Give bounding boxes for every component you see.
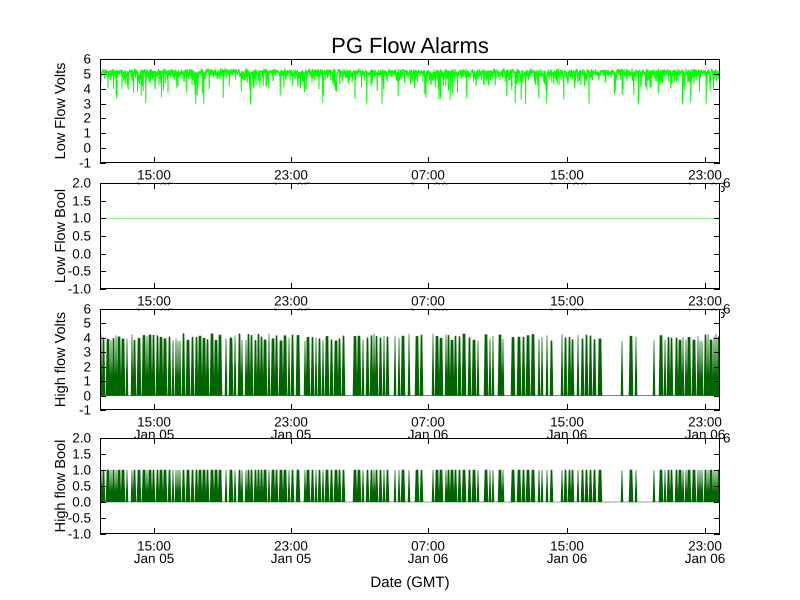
svg-text:3: 3 bbox=[83, 97, 91, 112]
svg-text:1.0: 1.0 bbox=[72, 463, 91, 478]
svg-text:6: 6 bbox=[83, 52, 91, 67]
svg-text:2.0: 2.0 bbox=[72, 176, 91, 191]
svg-text:Jan 06: Jan 06 bbox=[547, 551, 588, 566]
svg-text:Low Flow Volts: Low Flow Volts bbox=[53, 63, 69, 160]
svg-text:-0.5: -0.5 bbox=[68, 264, 91, 279]
svg-text:2: 2 bbox=[83, 111, 91, 126]
svg-text:-1: -1 bbox=[79, 156, 91, 171]
svg-text:4: 4 bbox=[83, 331, 91, 346]
svg-text:PG Flow Alarms: PG Flow Alarms bbox=[331, 33, 489, 58]
svg-text:-1: -1 bbox=[79, 403, 91, 418]
svg-text:3: 3 bbox=[83, 345, 91, 360]
svg-text:-1.0: -1.0 bbox=[68, 282, 91, 297]
svg-text:5: 5 bbox=[83, 67, 91, 82]
svg-text:Jan 05: Jan 05 bbox=[134, 551, 175, 566]
svg-text:1.5: 1.5 bbox=[72, 194, 91, 209]
svg-text:High flow Volts: High flow Volts bbox=[53, 312, 69, 407]
svg-text:0: 0 bbox=[83, 141, 91, 156]
svg-text:6: 6 bbox=[723, 302, 731, 317]
svg-text:1.0: 1.0 bbox=[72, 211, 91, 226]
svg-text:-0.5: -0.5 bbox=[68, 511, 91, 526]
svg-text:2: 2 bbox=[83, 360, 91, 375]
svg-text:2.0: 2.0 bbox=[72, 431, 91, 446]
svg-text:0.5: 0.5 bbox=[72, 229, 91, 244]
svg-text:0: 0 bbox=[83, 389, 91, 404]
svg-text:5: 5 bbox=[83, 316, 91, 331]
svg-text:Jan 06: Jan 06 bbox=[408, 551, 449, 566]
svg-text:6: 6 bbox=[723, 431, 731, 446]
svg-text:0.0: 0.0 bbox=[72, 247, 91, 262]
svg-text:Jan 06: Jan 06 bbox=[685, 551, 726, 566]
svg-text:6: 6 bbox=[83, 302, 91, 317]
svg-text:1.5: 1.5 bbox=[72, 447, 91, 462]
svg-text:-1.0: -1.0 bbox=[68, 527, 91, 542]
svg-text:Jan 05: Jan 05 bbox=[271, 551, 312, 566]
svg-text:6: 6 bbox=[723, 176, 731, 191]
svg-text:High flow Bool: High flow Bool bbox=[53, 440, 69, 533]
svg-text:1: 1 bbox=[83, 374, 91, 389]
svg-text:Low Flow Bool: Low Flow Bool bbox=[53, 189, 69, 283]
svg-text:4: 4 bbox=[83, 82, 91, 97]
svg-text:Date (GMT): Date (GMT) bbox=[370, 574, 449, 591]
svg-text:0.0: 0.0 bbox=[72, 495, 91, 510]
svg-text:1: 1 bbox=[83, 126, 91, 141]
svg-text:0.5: 0.5 bbox=[72, 479, 91, 494]
